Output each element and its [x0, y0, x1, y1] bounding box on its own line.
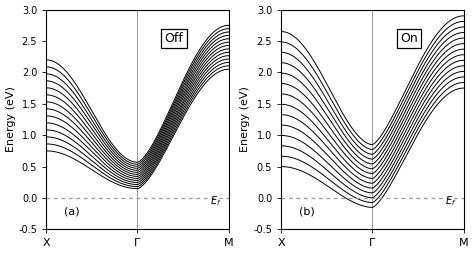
Text: Off: Off	[164, 32, 183, 45]
Text: $E_f$: $E_f$	[210, 194, 221, 208]
Text: $E_f$: $E_f$	[445, 194, 456, 208]
Text: On: On	[400, 32, 418, 45]
Text: (b): (b)	[300, 206, 315, 216]
Y-axis label: Energy (eV): Energy (eV)	[6, 87, 16, 152]
Y-axis label: Energy (eV): Energy (eV)	[240, 87, 250, 152]
Text: (a): (a)	[64, 206, 80, 216]
